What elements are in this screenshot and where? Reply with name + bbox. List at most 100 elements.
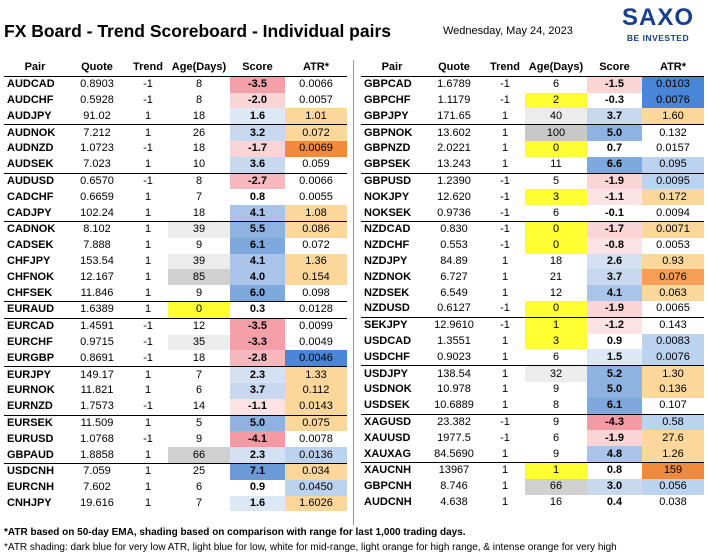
atr-cell: 0.107: [642, 397, 704, 415]
pair-cell: EURSEK: [7, 416, 53, 429]
score-cell: -1.7: [587, 221, 642, 238]
atr-cell: 0.136: [642, 381, 704, 398]
age-cell: 5: [168, 415, 230, 432]
quote-cell: 10.978: [437, 383, 471, 396]
score-cell: 0.9: [230, 479, 285, 496]
score-cell: -0.3: [587, 92, 642, 109]
pair-cell: EURCAD: [7, 320, 55, 333]
quote-cell: 0.9715: [80, 335, 114, 348]
trend-cell: -1: [500, 190, 510, 203]
atr-cell: 0.0066: [285, 76, 347, 93]
quote-cell: 7.023: [66, 156, 128, 174]
table-row: GBPUSD 1.2390 -1 5 -1.9 0.0095: [361, 173, 704, 190]
quote-cell: 10.6889: [423, 397, 485, 415]
score-cell: -3.5: [230, 76, 285, 93]
atr-cell: 0.0057: [285, 92, 347, 109]
col-header-quote: Quote: [66, 60, 128, 77]
atr-cell: 1.26: [642, 446, 704, 463]
trend-cell: 1: [485, 446, 525, 463]
age-cell: 6: [525, 430, 587, 447]
quote-cell: 1.8858: [66, 447, 128, 464]
quote-cell: 7.059: [83, 465, 111, 478]
age-cell: 12: [525, 285, 587, 301]
table-row: GBPCNH 8.746 1 66 3.0 0.056: [361, 478, 704, 495]
trend-cell: 1: [501, 270, 509, 283]
score-cell: 4.1: [587, 285, 642, 301]
age-cell: 3: [525, 189, 587, 206]
age-cell: 6: [168, 479, 230, 496]
col-header-pair: Pair: [4, 60, 66, 77]
pair-cell: SEKJPY: [364, 319, 408, 332]
age-cell: 16: [525, 494, 587, 511]
score-cell: 2.3: [230, 447, 285, 464]
atr-cell: 0.0071: [642, 221, 704, 238]
trend-cell: -1: [500, 223, 510, 236]
right-scoreboard-table: Pair Quote Trend Age(Days) Score ATR* GB…: [361, 60, 704, 511]
trend-cell: 1: [128, 108, 168, 126]
score-cell: 5.0: [587, 381, 642, 398]
trend-cell: 1: [144, 368, 152, 381]
col-header-trend: Trend: [128, 60, 168, 77]
quote-cell: 6.549: [440, 286, 468, 299]
pair-cell: CHFNOK: [7, 270, 55, 283]
age-cell: 8: [168, 173, 230, 190]
age-cell: 0: [525, 140, 587, 157]
quote-cell: 11.821: [80, 384, 114, 397]
atr-cell: 0.059: [285, 156, 347, 174]
table-row: GBPAUD 1.8858 1 66 2.3 0.0136: [4, 447, 347, 464]
pair-cell: XAUUSD: [364, 431, 411, 444]
table-row: EURCAD 1.4591 -1 12 -3.5 0.0099: [4, 318, 347, 335]
quote-cell: 138.54: [437, 367, 471, 380]
trend-cell: 1: [144, 416, 152, 429]
quote-cell: 8.102: [83, 223, 111, 236]
atr-cell: 1.60: [642, 108, 704, 126]
pair-cell: USDCNH: [7, 465, 55, 478]
score-cell: 4.1: [230, 253, 285, 270]
score-cell: -1.1: [587, 189, 642, 206]
table-row: EURAUD 1.6389 1 0 0.3 0.0128: [4, 301, 347, 319]
quote-cell: 13.243: [423, 156, 485, 174]
trend-cell: 1: [501, 480, 509, 493]
pair-cell: CADJPY: [4, 205, 66, 222]
score-cell: -1.7: [230, 140, 285, 157]
table-row: EURGBP 0.8691 -1 18 -2.8 0.0046: [4, 350, 347, 368]
quote-cell: 23.382: [437, 415, 471, 428]
score-cell: 1.6: [230, 108, 285, 126]
atr-cell: 0.112: [285, 382, 347, 399]
table-row: AUDJPY 91.02 1 18 1.6 1.01: [4, 108, 347, 126]
score-cell: 1.5: [587, 349, 642, 367]
age-cell: 18: [168, 140, 230, 157]
table-row: CADNOK 8.102 1 39 5.5 0.086: [4, 221, 347, 238]
footnote-atr-shading: *ATR shading: dark blue for very low ATR…: [4, 542, 617, 553]
trend-cell: 1: [144, 496, 152, 509]
table-row: CADCHF 0.6659 1 7 0.8 0.0055: [4, 189, 347, 206]
score-cell: 0.4: [587, 494, 642, 511]
quote-cell: 1.6389: [66, 301, 128, 319]
table-row: AUDUSD 0.6570 -1 8 -2.7 0.0066: [4, 173, 347, 190]
trend-cell: 1: [501, 464, 509, 477]
quote-cell: 6.727: [440, 270, 468, 283]
score-cell: 0.3: [230, 301, 285, 319]
table-row: CADSEK 7.888 1 9 6.1 0.072: [4, 237, 347, 254]
trend-cell: 1: [501, 383, 509, 396]
trend-cell: 1: [144, 254, 152, 267]
quote-cell: 153.54: [80, 254, 114, 267]
trend-cell: 1: [485, 397, 525, 415]
pair-cell: NOKJPY: [364, 190, 410, 203]
age-cell: 18: [168, 350, 230, 368]
age-cell: 66: [168, 447, 230, 464]
pair-cell: CADNOK: [7, 223, 56, 236]
atr-cell: 0.0450: [285, 479, 347, 496]
logo-tagline: BE INVESTED: [626, 33, 690, 43]
column-divider: [353, 60, 354, 525]
quote-cell: 8.746: [440, 480, 468, 493]
pair-cell: USDCHF: [361, 349, 423, 367]
trend-cell: 1: [128, 156, 168, 174]
age-cell: 9: [168, 237, 230, 254]
atr-cell: 0.0049: [285, 334, 347, 351]
pair-cell: EURJPY: [7, 368, 52, 381]
atr-cell: 0.076: [642, 269, 704, 286]
score-cell: -2.7: [230, 173, 285, 190]
quote-cell: 12.167: [80, 270, 114, 283]
age-cell: 7: [168, 366, 230, 383]
